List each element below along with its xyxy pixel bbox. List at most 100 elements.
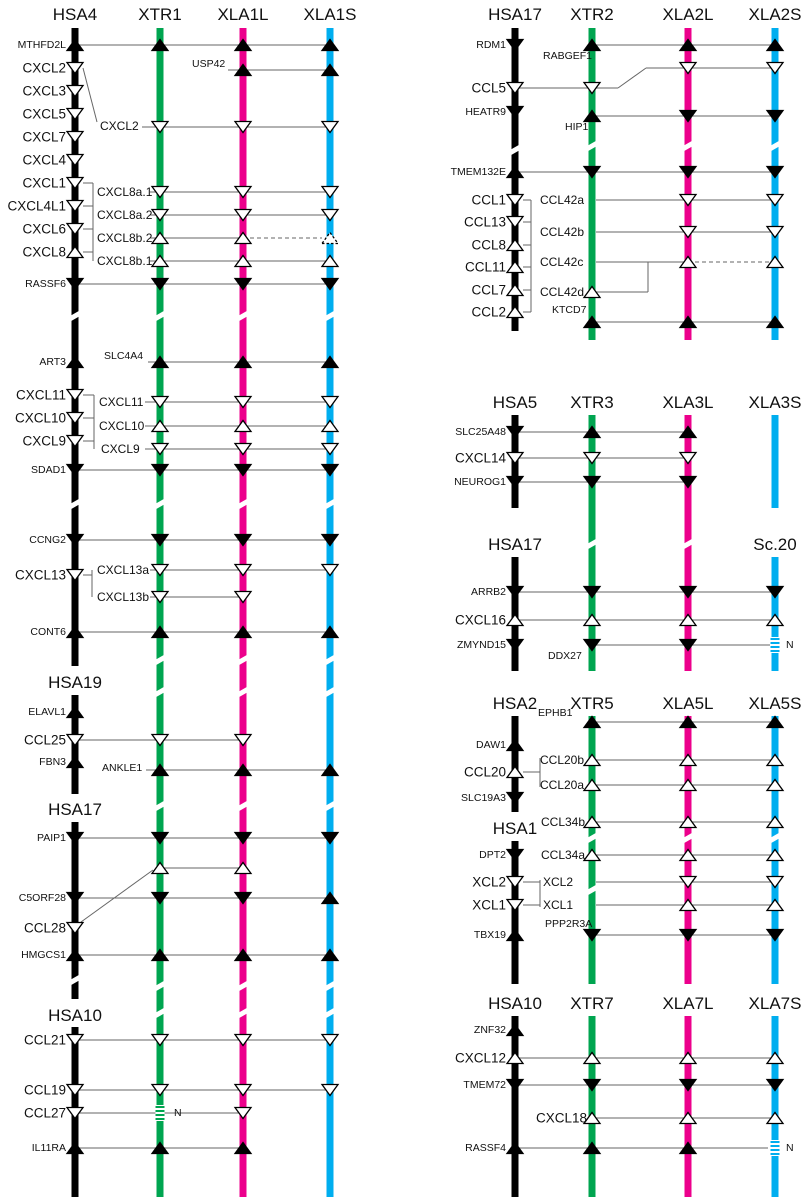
- chromosome-break-mark: [151, 497, 169, 511]
- gene-label: CCL42d: [540, 285, 584, 299]
- gene-triangle-down-open: [65, 1106, 85, 1120]
- gene-triangle-down-open: [320, 1033, 340, 1047]
- gene-label: CXCL8b.1: [97, 254, 153, 268]
- gene-triangle-down-open: [505, 451, 525, 465]
- gene-triangle-down-filled: [150, 277, 170, 291]
- gene-triangle-down-open: [505, 193, 525, 207]
- gene-triangle-down-open: [65, 222, 85, 236]
- gene-triangle-down-filled: [505, 105, 525, 119]
- absent-gene-hatch-stripe: [770, 1141, 780, 1143]
- gene-label: N: [174, 1107, 182, 1119]
- gene-label: CXCL7: [22, 130, 66, 145]
- chromosome-bar-black: [511, 841, 519, 984]
- gene-label: CXCL13b: [97, 590, 149, 604]
- chromosome-break-mark: [151, 653, 169, 667]
- gene-triangle-up-filled: [582, 109, 602, 123]
- gene-triangle-down-filled: [582, 475, 602, 489]
- absent-gene-hatch: [770, 637, 780, 653]
- gene-triangle-up-open: [505, 613, 525, 627]
- ortholog-connector-line: [82, 67, 98, 123]
- absent-gene-hatch: [155, 1105, 165, 1121]
- gene-label: CCL11: [465, 260, 506, 275]
- gene-triangle-up-filled: [582, 715, 602, 729]
- gene-label: PAIP1: [37, 832, 66, 844]
- gene-triangle-down-open: [65, 107, 85, 121]
- gene-triangle-down-filled: [505, 1078, 525, 1092]
- gene-triangle-up-filled: [150, 355, 170, 369]
- chromosome-bar-black: [511, 716, 519, 812]
- chromosome-header: HSA19: [48, 673, 102, 692]
- chromosome-header: XLA5S: [749, 694, 802, 713]
- gene-triangle-up-open: [582, 753, 602, 767]
- gene-label: RASSF6: [25, 278, 66, 290]
- gene-label: PPP2R3A: [545, 918, 592, 930]
- chromosome-break-mark: [234, 979, 252, 993]
- gene-label: ZMYND15: [457, 639, 506, 651]
- gene-triangle-down-open: [65, 153, 85, 167]
- gene-label: CXCL12: [455, 1051, 506, 1066]
- gene-label: CCL13: [464, 215, 506, 230]
- gene-triangle-up-open: [582, 848, 602, 862]
- gene-triangle-up-filled: [765, 715, 785, 729]
- gene-label: IL11RA: [32, 1142, 66, 1154]
- gene-triangle-up-open: [765, 255, 785, 269]
- gene-triangle-down-filled: [505, 38, 525, 52]
- chromosome-break-mark: [321, 653, 339, 667]
- chromosome-break-mark: [583, 537, 601, 551]
- gene-label: CXCL16: [455, 613, 506, 628]
- gene-triangle-down-open: [505, 215, 525, 229]
- chromosome-bar-black: [511, 1016, 519, 1197]
- chromosome-bar-green: [588, 1016, 596, 1197]
- chromosome-header: HSA10: [48, 1006, 102, 1025]
- gene-label: ANKLE1: [102, 762, 142, 774]
- gene-triangle-up-filled: [582, 425, 602, 439]
- chromosome-bar-blue: [771, 1016, 779, 1197]
- gene-label: RDM1: [476, 39, 506, 51]
- gene-triangle-down-open: [233, 590, 253, 604]
- gene-triangle-up-filled: [505, 928, 525, 942]
- gene-label: USP42: [192, 58, 225, 70]
- gene-triangle-down-filled: [320, 277, 340, 291]
- chromosome-header: HSA4: [53, 5, 97, 24]
- chromosome-bar-blue: [326, 28, 334, 1197]
- absent-gene-hatch-stripe: [770, 642, 780, 644]
- chromosome-header: XTR1: [138, 5, 181, 24]
- gene-triangle-down-open: [678, 225, 698, 239]
- gene-triangle-down-filled: [65, 463, 85, 477]
- gene-triangle-down-filled: [765, 165, 785, 179]
- chromosome-break-mark: [234, 497, 252, 511]
- gene-triangle-down-filled: [505, 475, 525, 489]
- gene-triangle-up-open: [233, 419, 253, 433]
- gene-triangle-up-open: [678, 815, 698, 829]
- chromosome-bar-blue: [771, 28, 779, 340]
- gene-triangle-down-open: [150, 1083, 170, 1097]
- gene-triangle-down-open: [233, 1033, 253, 1047]
- gene-label: KTCD7: [552, 304, 587, 316]
- gene-label: XCL1: [472, 898, 506, 913]
- gene-triangle-down-filled: [765, 928, 785, 942]
- gene-label: CXCL14: [455, 451, 507, 466]
- gene-label: CCL7: [471, 283, 506, 298]
- gene-triangle-up-filled: [320, 355, 340, 369]
- gene-label: CXCL5: [22, 107, 66, 122]
- chromosome-break-mark: [234, 1006, 252, 1020]
- gene-triangle-down-filled: [233, 463, 253, 477]
- chromosome-break-mark: [583, 139, 601, 153]
- gene-triangle-down-filled: [505, 425, 525, 439]
- chromosome-header: XTR7: [570, 994, 613, 1013]
- gene-triangle-down-filled: [678, 475, 698, 489]
- gene-triangle-up-open: [582, 1111, 602, 1125]
- gene-triangle-up-open: [582, 1051, 602, 1065]
- gene-triangle-down-open: [150, 208, 170, 222]
- chromosome-bar-green: [156, 28, 164, 1197]
- gene-triangle-up-filled: [65, 948, 85, 962]
- gene-label: DPT2: [479, 849, 506, 861]
- gene-triangle-down-filled: [505, 848, 525, 862]
- absent-gene-hatch-stripe: [770, 1145, 780, 1147]
- gene-triangle-down-open: [150, 442, 170, 456]
- gene-triangle-up-filled: [765, 315, 785, 329]
- gene-triangle-down-open: [505, 898, 525, 912]
- gene-triangle-up-filled: [678, 715, 698, 729]
- gene-label: CCL19: [24, 1083, 66, 1098]
- gene-triangle-up-filled: [320, 763, 340, 777]
